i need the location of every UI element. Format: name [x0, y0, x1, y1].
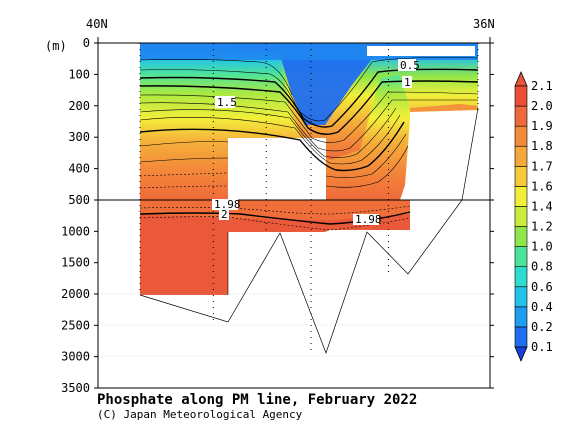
contour-line [325, 133, 407, 178]
colorbar-swatch [514, 286, 528, 308]
surface-low-phosphate [140, 43, 400, 125]
colorbar-swatch [514, 166, 528, 187]
contour-label-bg [353, 214, 379, 225]
x-label-right: 36N [473, 17, 495, 31]
y-tick-label: 200 [68, 99, 90, 113]
bathymetry-line [139, 107, 479, 355]
y-tick-label: 1500 [61, 256, 90, 270]
contour-line [139, 121, 405, 172]
y-tick-label: 0 [83, 36, 90, 50]
y-tick-label: 100 [68, 67, 90, 81]
colorbar-label: 1.0 [531, 240, 553, 254]
colorbar-swatch [514, 326, 528, 348]
colorbar-swatch [514, 206, 528, 227]
contour-line [139, 205, 411, 215]
contour-line [325, 145, 409, 188]
contour-lines [139, 57, 479, 231]
contour-label-bg [215, 96, 235, 108]
station-lines [139, 43, 479, 353]
colorbar-swatch [514, 85, 528, 107]
colorbar-label: 1.7 [531, 159, 553, 173]
contour-line [139, 68, 479, 128]
y-axis: 0 100 200 300 400 500 1000 1500 2000 2500 3000 3500 [61, 36, 494, 395]
contour-label-1.98-right: 1.98 [355, 213, 382, 226]
colorbar-label: 0.2 [531, 320, 553, 334]
colorbar-swatch [514, 226, 528, 247]
credit-text: (C) Japan Meteorological Agency [97, 408, 303, 421]
y-tick-label: 400 [68, 162, 90, 176]
x-label-left: 40N [86, 17, 108, 31]
colorbar-swatch [514, 125, 528, 147]
colorbar-swatch [514, 266, 528, 288]
y-tick-label: 500 [68, 193, 90, 207]
contour-label-bg [402, 76, 412, 88]
colorbar: 0.1 0.2 0.4 0.6 0.8 1.0 1.2 1.4 1.6 1.7 1.8 1.9 2.0 2… [514, 70, 553, 363]
colorbar-label: 1.4 [531, 199, 553, 213]
contour-line [139, 80, 479, 135]
right-edge-fill [410, 104, 478, 112]
contour-line [139, 59, 293, 96]
missing-data-right [410, 108, 478, 200]
contour-label-bg [219, 209, 229, 220]
colorbar-label: 1.6 [531, 179, 553, 193]
colorbar-top-arrow [514, 70, 528, 87]
contour-label-0.5: 0.5 [400, 59, 420, 72]
colorbar-swatch [514, 145, 528, 167]
contour-line [139, 141, 229, 147]
contour-line [139, 185, 229, 189]
contour-line [139, 107, 397, 158]
contour-label-1: 1 [404, 76, 411, 89]
y-tick-label: 300 [68, 130, 90, 144]
colorbar-swatch [514, 246, 528, 267]
y-tick-label: 2500 [61, 318, 90, 332]
contour-labels: 0.5 1 1.5 1.98 2 1.98 [212, 59, 420, 226]
y-unit-label: (m) [45, 39, 67, 53]
colorbar-label: 0.8 [531, 260, 553, 274]
contour-line [139, 172, 229, 177]
contour-line [139, 114, 401, 165]
y-tick-label: 2000 [61, 287, 90, 301]
colorbar-label: 0.4 [531, 300, 553, 314]
colorbar-swatch [514, 306, 528, 328]
contour-line [139, 57, 479, 122]
contour-label-1.5: 1.5 [217, 96, 237, 109]
contour-label-2: 2 [221, 208, 228, 221]
y-tick-label: 3500 [61, 381, 90, 395]
colorbar-label: 2.0 [531, 99, 553, 113]
colorbar-swatch [514, 105, 528, 127]
colorbar-swatch [514, 186, 528, 207]
colorbar-label: 1.8 [531, 139, 553, 153]
missing-data-strip [367, 46, 475, 56]
colorbar-label: 1.9 [531, 119, 553, 133]
missing-data-box [228, 138, 326, 200]
contour-line [139, 216, 411, 231]
colorbar-label: 1.2 [531, 220, 553, 234]
contour-line [139, 157, 229, 163]
deep-field-upper [140, 200, 410, 220]
colorbar-label: 2.1 [531, 79, 553, 93]
grid-lines [98, 293, 490, 357]
contour-label-bg [398, 59, 416, 71]
contour-label-1.98-left: 1.98 [214, 198, 241, 211]
contour-line [139, 91, 479, 143]
chart-title: Phosphate along PM line, February 2022 [97, 392, 417, 408]
colorbar-bottom-arrow [514, 346, 528, 363]
colorbar-label: 0.6 [531, 280, 553, 294]
y-tick-label: 3000 [61, 350, 90, 364]
plot-frame [97, 42, 491, 389]
colorbar-label: 0.1 [531, 340, 553, 354]
y-tick-label: 1000 [61, 224, 90, 238]
contour-label-bg [212, 199, 238, 210]
